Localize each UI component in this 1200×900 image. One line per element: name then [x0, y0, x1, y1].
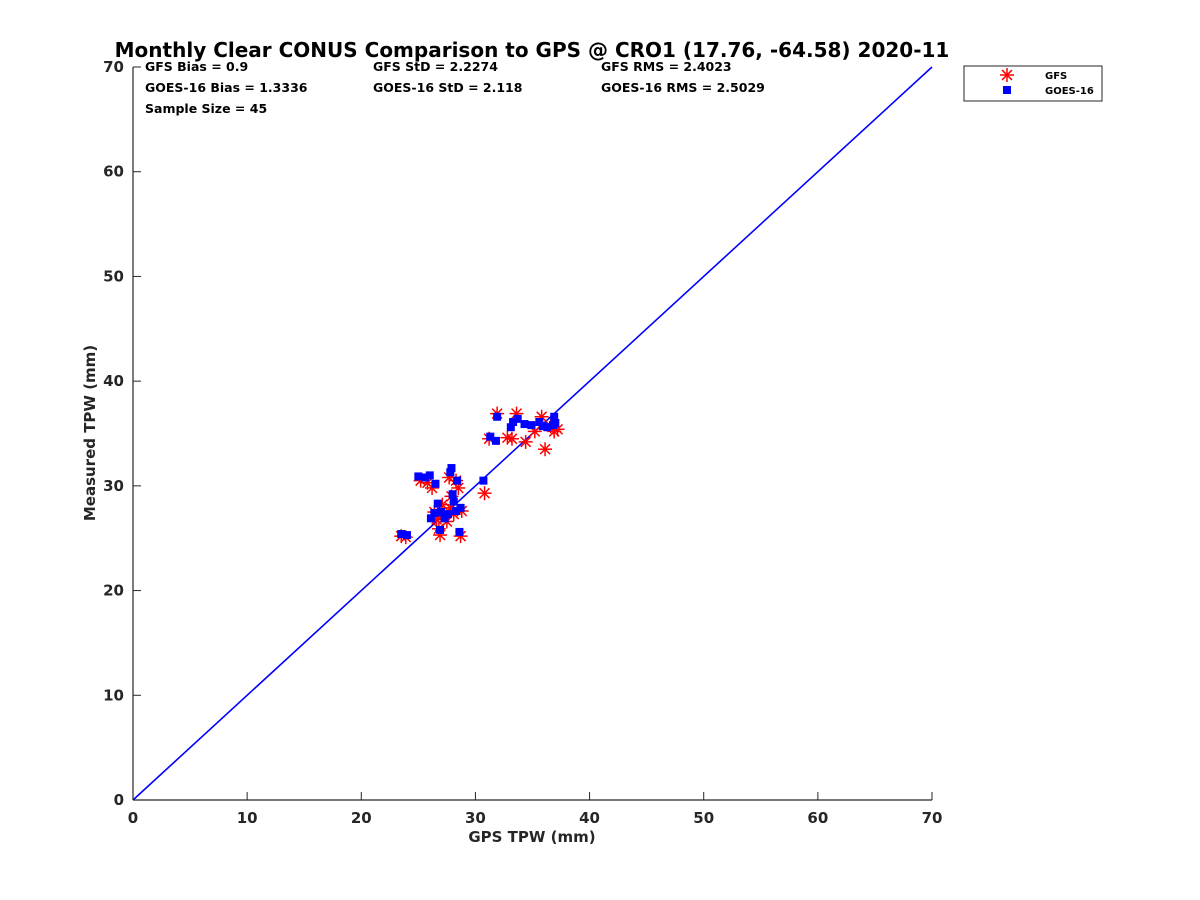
- goes16-point: [446, 468, 455, 477]
- goes16-point: [414, 472, 423, 481]
- legend-goes16-label: GOES-16: [1045, 86, 1094, 97]
- goes16-point: [449, 497, 458, 506]
- stat-sample-size: Sample Size = 45: [145, 101, 267, 116]
- goes16-point: [543, 423, 552, 432]
- plot-area: [132, 66, 933, 801]
- y-axis-ticks: 0 10 20 30 40 50 60 70: [103, 58, 141, 809]
- x-tick-label: 0: [128, 809, 138, 827]
- legend-box: [963, 65, 1103, 102]
- y-axis-label: Measured TPW (mm): [81, 345, 99, 521]
- legend: GFS GOES-16: [963, 65, 1103, 102]
- goes16-point: [527, 421, 536, 430]
- goes16-point: [397, 530, 406, 539]
- goes16-point: [425, 471, 434, 480]
- x-axis-label: GPS TPW (mm): [468, 828, 595, 846]
- goes16-point: [455, 527, 464, 536]
- y-tick-label: 20: [103, 582, 124, 600]
- chart-title: Monthly Clear CONUS Comparison to GPS @ …: [115, 38, 950, 62]
- goes16-point: [431, 479, 440, 488]
- stat-goes-bias: GOES-16 Bias = 1.3336: [145, 80, 308, 95]
- y-tick-label: 40: [103, 372, 124, 390]
- legend-gfs-label: GFS: [1045, 71, 1067, 82]
- goes16-point: [448, 490, 457, 499]
- goes16-point: [444, 510, 453, 519]
- goes16-point: [520, 420, 529, 429]
- stat-goes-rms: GOES-16 RMS = 2.5029: [601, 80, 765, 95]
- goes16-series: [397, 412, 560, 540]
- goes16-point: [453, 476, 462, 485]
- legend-goes16-marker: [1003, 86, 1011, 94]
- stat-goes-std: GOES-16 StD = 2.118: [373, 80, 522, 95]
- legend-gfs-asterisk: [1000, 68, 1014, 82]
- stats-block: GFS Bias = 0.9 GFS StD = 2.2274 GFS RMS …: [145, 59, 765, 116]
- goes16-point: [456, 503, 465, 512]
- goes16-point: [486, 432, 495, 441]
- legend-gfs-marker: [1000, 68, 1014, 82]
- goes16-point: [437, 508, 446, 517]
- goes16-point: [436, 525, 445, 534]
- y-tick-label: 10: [103, 686, 124, 704]
- goes16-point: [447, 464, 456, 473]
- gfs-point: [518, 434, 533, 449]
- goes16-point: [479, 476, 488, 485]
- goes16-point: [538, 422, 547, 431]
- gfs-point: [538, 442, 553, 457]
- goes16-point: [513, 414, 522, 423]
- x-tick-label: 20: [351, 809, 372, 827]
- goes16-point: [402, 531, 411, 540]
- x-axis-ticks: 0 10 20 30 40 50 60 70: [128, 792, 943, 827]
- x-tick-label: 60: [807, 809, 828, 827]
- gfs-point: [504, 431, 519, 446]
- goes16-point: [506, 423, 515, 432]
- stat-gfs-std: GFS StD = 2.2274: [373, 59, 498, 74]
- goes16-point: [452, 506, 461, 515]
- goes16-point: [493, 412, 502, 421]
- goes16-point: [509, 417, 518, 426]
- goes16-point: [433, 499, 442, 508]
- y-tick-label: 60: [103, 163, 124, 181]
- y-tick-label: 50: [103, 267, 124, 285]
- goes16-point: [550, 412, 559, 421]
- x-tick-label: 10: [237, 809, 258, 827]
- x-tick-label: 40: [579, 809, 600, 827]
- goes16-point: [440, 514, 449, 523]
- y-tick-label: 70: [103, 58, 124, 76]
- goes16-point: [421, 473, 430, 482]
- goes16-point: [426, 514, 435, 523]
- stat-gfs-rms: GFS RMS = 2.4023: [601, 59, 732, 74]
- gfs-point: [477, 486, 492, 501]
- stat-gfs-bias: GFS Bias = 0.9: [145, 59, 248, 74]
- goes16-point: [430, 509, 439, 518]
- y-tick-label: 0: [114, 791, 124, 809]
- x-tick-label: 50: [693, 809, 714, 827]
- x-tick-label: 70: [922, 809, 943, 827]
- goes16-point: [551, 419, 560, 428]
- x-tick-label: 30: [465, 809, 486, 827]
- goes16-point: [535, 417, 544, 426]
- goes16-point: [491, 436, 500, 445]
- y-tick-label: 30: [103, 477, 124, 495]
